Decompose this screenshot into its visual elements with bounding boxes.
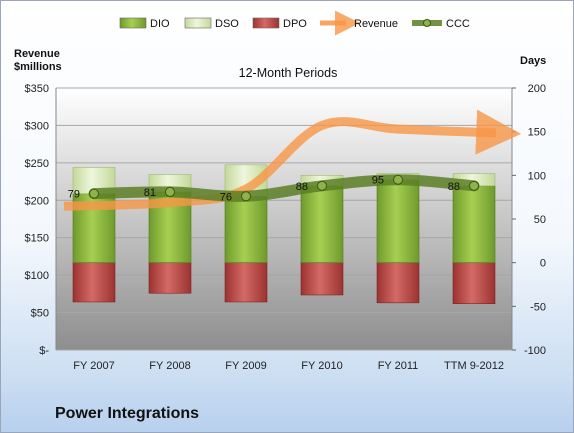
ccc-point xyxy=(165,186,175,197)
left-tick-label: $- xyxy=(39,345,49,357)
ccc-point xyxy=(393,174,403,185)
legend-item-dso: DSO xyxy=(184,17,239,30)
ccc-data-label: 76 xyxy=(220,191,232,203)
left-tick-label: $200 xyxy=(25,195,49,207)
left-axis-title-line1: Revenue xyxy=(14,48,60,60)
ccc-data-label: 81 xyxy=(144,187,156,199)
left-tick-label: $350 xyxy=(25,83,49,95)
right-axis-title: Days xyxy=(520,55,547,67)
bar-dpo xyxy=(224,262,268,303)
x-tick-label: FY 2010 xyxy=(301,360,342,372)
x-tick-label: FY 2008 xyxy=(149,360,190,372)
right-tick-label: 50 xyxy=(534,214,546,226)
legend-swatch-dpo xyxy=(252,17,280,29)
gridlines xyxy=(55,87,513,351)
ccc-line xyxy=(88,174,480,202)
x-tick-label: FY 2009 xyxy=(225,360,266,372)
x-tick-label: TTM 9-2012 xyxy=(444,360,504,372)
right-tick-label: -100 xyxy=(524,345,546,357)
ccc-point xyxy=(469,180,479,191)
left-axis-ticks: $- $50 $100 $150 $200 $250 $300 $350 xyxy=(25,83,50,357)
x-axis-labels: FY 2007 FY 2008 FY 2009 FY 2010 FY 2011 TTM 9… xyxy=(73,360,504,372)
x-tick-label: FY 2011 xyxy=(378,360,419,372)
chart-title: 12-Month Periods xyxy=(239,66,338,80)
right-tick-label: 100 xyxy=(528,170,546,182)
legend-label-dio: DIO xyxy=(150,18,170,30)
bar-dpo xyxy=(148,262,192,294)
bar-dpo xyxy=(72,262,116,303)
legend-marker-ccc xyxy=(423,19,431,27)
ccc-point xyxy=(317,180,327,191)
bars xyxy=(72,164,496,305)
legend-label-revenue: Revenue xyxy=(354,18,398,30)
ccc-data-label: 88 xyxy=(448,181,460,193)
bar-dio xyxy=(224,195,268,263)
legend-label-dpo: DPO xyxy=(283,18,307,30)
left-tick-label: $250 xyxy=(25,158,49,170)
ccc-point xyxy=(241,191,251,202)
company-name: Power Integrations xyxy=(55,405,200,422)
legend-label-dso: DSO xyxy=(215,18,239,30)
right-tick-label: 200 xyxy=(528,83,546,95)
right-tick-label: -50 xyxy=(530,301,546,313)
x-tick-label: FY 2007 xyxy=(73,360,114,372)
bar-dpo xyxy=(376,262,420,304)
ccc-data-label: 88 xyxy=(296,181,308,193)
legend-item-revenue: Revenue xyxy=(320,10,398,36)
left-tick-label: $50 xyxy=(31,308,49,320)
legend-swatch-dio xyxy=(119,17,147,29)
bar-dio xyxy=(300,185,344,263)
left-tick-label: $150 xyxy=(25,233,49,245)
legend-swatch-dso xyxy=(184,17,212,29)
left-axis-title-line2: $millions xyxy=(14,61,62,73)
ccc-data-label: 79 xyxy=(68,189,80,201)
legend-item-dio: DIO xyxy=(119,17,170,30)
bar-dio xyxy=(452,185,496,263)
left-tick-label: $300 xyxy=(25,120,49,132)
left-axis-title: Revenue $millions xyxy=(14,48,62,74)
right-tick-label: 150 xyxy=(528,127,546,139)
bar-dio xyxy=(376,179,420,263)
left-tick-label: $100 xyxy=(25,270,49,282)
legend-label-ccc: CCC xyxy=(446,18,470,30)
legend-item-ccc: CCC xyxy=(412,18,470,30)
legend-item-dpo: DPO xyxy=(252,17,307,30)
revenue-line xyxy=(63,109,522,211)
lines: 79 81 76 88 95 88 xyxy=(63,109,522,211)
bar-dpo xyxy=(300,262,344,296)
ccc-data-label: 95 xyxy=(372,175,384,187)
bar-dpo xyxy=(452,262,496,305)
right-tick-label: 0 xyxy=(540,258,546,270)
ccc-point xyxy=(89,188,99,199)
legend: DIO DSO DPO Revenue CCC xyxy=(119,10,470,36)
right-axis-ticks: -100 -50 0 50 100 150 200 xyxy=(512,83,546,357)
